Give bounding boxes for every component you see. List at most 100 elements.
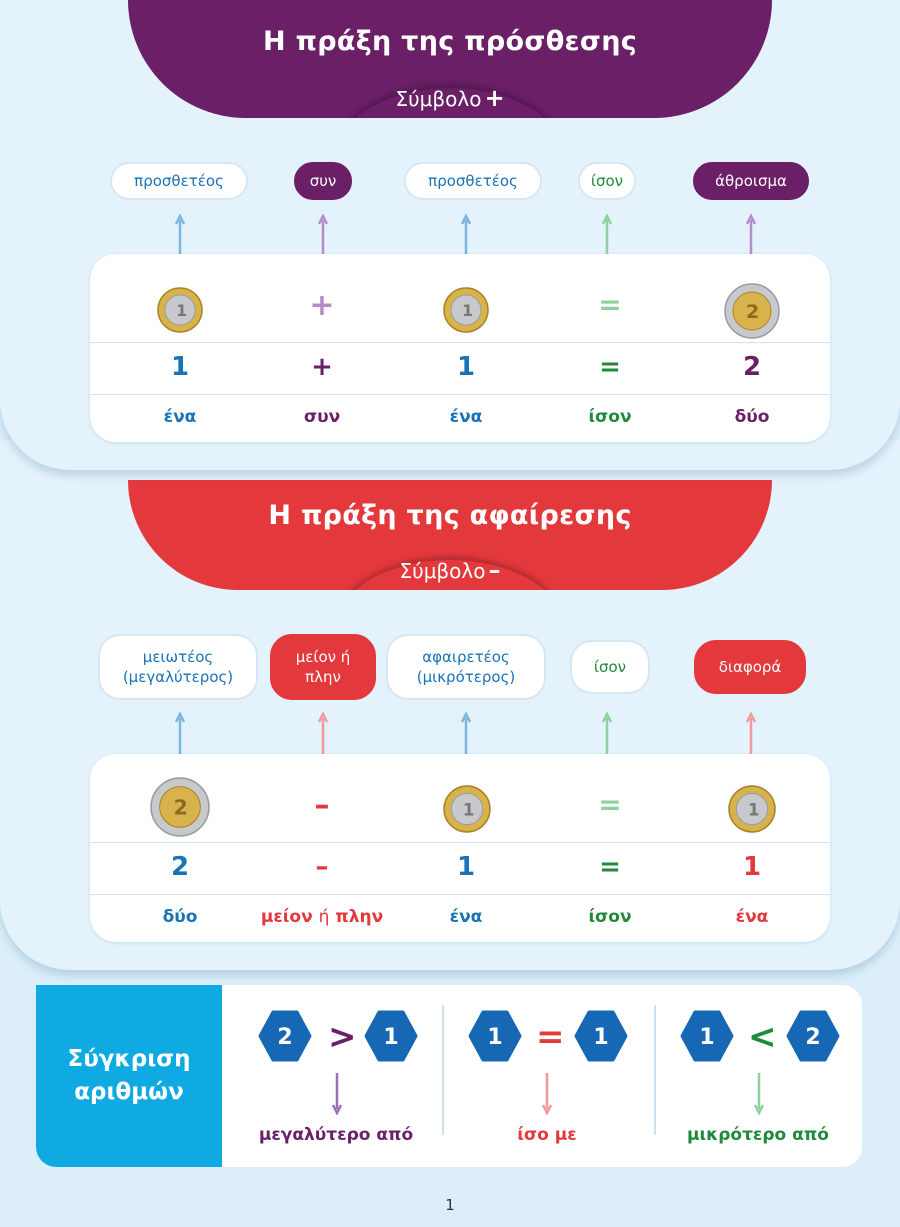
plus-operator: + — [311, 352, 333, 382]
equal-to-text: ίσο με — [517, 1125, 577, 1145]
plus-symbol: + — [484, 84, 505, 112]
term-line: πλην — [305, 668, 341, 686]
euro-coin-1-icon: 1 — [157, 287, 203, 333]
subtraction-title: Η πράξη της αφαίρεσης — [268, 500, 632, 531]
addition-header: Η πράξη της πρόσθεσης Σύμβολο + — [128, 0, 772, 118]
comparison-label: Σύγκριση αριθμών — [36, 985, 222, 1167]
number-1: 1 — [742, 852, 762, 882]
euro-coin-1-icon: 1 — [728, 785, 776, 833]
greater-than-text: μεγαλύτερο από — [258, 1125, 414, 1145]
number-hexagon: 1 — [364, 1010, 418, 1062]
plus-sign: + — [309, 288, 335, 323]
term-plus: συν — [294, 162, 352, 200]
divider — [654, 1005, 656, 1135]
svg-text:1: 1 — [463, 800, 475, 819]
down-arrow-icon — [542, 1073, 552, 1115]
euro-coin-2-icon: 2 — [724, 283, 780, 339]
addition-title: Η πράξη της πρόσθεσης — [262, 26, 638, 57]
number-2: 2 — [742, 352, 762, 382]
number-hexagon: 2 — [258, 1010, 312, 1062]
number-1: 1 — [170, 352, 190, 382]
svg-text:2: 2 — [805, 1025, 820, 1050]
term-minus: μείον ή πλην — [270, 634, 376, 700]
divider — [90, 842, 830, 843]
minus-sign: – — [314, 788, 330, 823]
divider — [90, 894, 830, 895]
minus-symbol: – — [488, 556, 501, 584]
number-1: 1 — [456, 852, 476, 882]
svg-text:2: 2 — [746, 301, 759, 323]
word-or: ή — [318, 907, 330, 927]
divider — [90, 394, 830, 395]
subtraction-equation-card: 2 – 1 = 1 2 – 1 = 1 δύο μείον ή πλην ένα… — [90, 754, 830, 942]
addition-symbol-label: Σύμβολο + — [128, 84, 772, 112]
word-equals: ίσον — [588, 407, 632, 427]
subtraction-symbol-label: Σύμβολο – — [128, 556, 772, 584]
word-equals: ίσον — [588, 907, 632, 927]
equals-operator: = — [599, 852, 621, 882]
word-one: ένα — [735, 907, 769, 927]
number-1: 1 — [456, 352, 476, 382]
number-2: 2 — [170, 852, 190, 882]
equals-sign: = — [598, 288, 622, 321]
svg-text:1: 1 — [176, 301, 187, 320]
word-minus: μείον — [260, 907, 313, 927]
page-number: 1 — [445, 1196, 455, 1214]
number-comparison-panel: Σύγκριση αριθμών 2 > 1 μεγαλύτερο από 1 … — [36, 985, 862, 1167]
euro-coin-2-icon: 2 — [150, 777, 210, 837]
svg-text:1: 1 — [383, 1025, 398, 1050]
greater-than-sign: > — [328, 1017, 357, 1057]
word-one: ένα — [449, 907, 483, 927]
word-two: δύο — [734, 407, 770, 427]
number-hexagon: 1 — [680, 1010, 734, 1062]
addition-panel: Η πράξη της πρόσθεσης Σύμβολο + προσθετέο… — [0, 0, 900, 470]
term-sum: άθροισμα — [693, 162, 809, 200]
minus-operator: – — [315, 852, 329, 882]
number-hexagon: 1 — [574, 1010, 628, 1062]
word-one: ένα — [449, 407, 483, 427]
term-addend-1: προσθετέος — [110, 162, 248, 200]
less-than-text: μικρότερο από — [687, 1125, 829, 1145]
down-arrow-icon — [754, 1073, 764, 1115]
less-than-sign: < — [748, 1017, 777, 1057]
equals-operator: = — [599, 352, 621, 382]
svg-text:1: 1 — [593, 1025, 608, 1050]
term-equals: ίσον — [578, 162, 636, 200]
divider — [90, 342, 830, 343]
word-minus-or-less: μείον ή πλην — [232, 907, 412, 927]
term-line: μείον ή — [295, 647, 351, 666]
euro-coin-1-icon: 1 — [443, 785, 491, 833]
svg-text:1: 1 — [748, 800, 760, 819]
word-less: πλην — [335, 907, 384, 927]
term-line: αφαιρετέος — [422, 647, 510, 666]
word-two: δύο — [162, 907, 198, 927]
subtraction-panel: Η πράξη της αφαίρεσης Σύμβολο – μειωτέος(… — [0, 440, 900, 970]
term-minuend: μειωτέος (μεγαλύτερος) — [98, 634, 258, 700]
term-subtrahend: αφαιρετέος (μικρότερος) — [386, 634, 546, 700]
word-plus: συν — [303, 407, 341, 427]
svg-text:2: 2 — [174, 796, 188, 820]
svg-text:1: 1 — [487, 1025, 502, 1050]
word-one: ένα — [163, 407, 197, 427]
term-equals: ίσον — [570, 640, 650, 694]
euro-coin-1-icon: 1 — [443, 287, 489, 333]
term-line: (μικρότερος) — [416, 668, 516, 686]
svg-text:1: 1 — [699, 1025, 714, 1050]
equals-sign: = — [598, 788, 622, 821]
svg-text:1: 1 — [462, 301, 473, 320]
symbol-label-text: Σύμβολο — [395, 87, 482, 111]
subtraction-header: Η πράξη της αφαίρεσης Σύμβολο – — [128, 480, 772, 590]
down-arrow-icon — [332, 1073, 342, 1115]
comparison-label-line: Σύγκριση — [67, 1045, 191, 1072]
comparison-label-line: αριθμών — [74, 1079, 184, 1105]
svg-text:2: 2 — [277, 1025, 292, 1050]
number-hexagon: 2 — [786, 1010, 840, 1062]
term-line: μειωτέος — [142, 647, 214, 666]
term-line: ίσον — [593, 657, 627, 676]
term-difference: διαφορά — [694, 640, 806, 694]
term-line: διαφορά — [718, 657, 782, 676]
term-addend-2: προσθετέος — [404, 162, 542, 200]
divider — [442, 1005, 444, 1135]
symbol-label-text: Σύμβολο — [399, 559, 486, 583]
term-line: (μεγαλύτερος) — [122, 668, 234, 686]
